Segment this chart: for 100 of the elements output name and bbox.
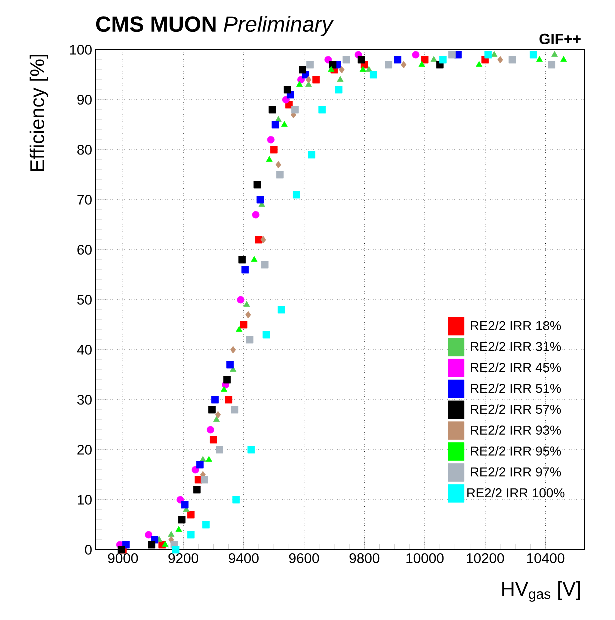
point [181,501,189,509]
point [312,76,320,84]
point [292,106,299,114]
point [508,56,516,64]
point [306,76,312,84]
point [358,56,366,64]
point [260,236,266,244]
chart-title: CMS MUON Preliminary [96,16,334,36]
point [548,61,556,69]
point [270,146,278,154]
point [252,211,260,219]
point [394,56,402,64]
point [207,426,214,434]
point [276,161,282,169]
point [335,86,343,94]
point [552,51,558,57]
point [272,121,280,129]
y-tick-label: 20 [78,445,92,455]
point [282,96,290,104]
point [162,541,169,547]
point [484,51,492,59]
point [308,151,316,159]
point [430,56,438,62]
legend-label: RE2/2 IRR 57% [471,404,562,414]
x-tick-label: 9800 [350,554,380,564]
point [366,66,372,72]
x-tick-label: 9400 [229,554,259,564]
point [200,476,208,484]
point [370,71,378,79]
point [216,446,224,454]
point [172,546,180,554]
point [221,386,228,392]
point [237,296,245,304]
y-tick-label: 60 [78,245,92,255]
legend-label: RE2/2 IRR 100% [468,488,565,498]
point [202,521,210,529]
y-tick-label: 80 [78,145,92,155]
legend-label: RE2/2 IRR 45% [471,362,562,372]
text: GIF++ [540,34,581,44]
point [268,106,276,114]
point [215,411,222,419]
y-tick-label: 10 [78,495,92,505]
x-tick-label: 10000 [406,554,444,564]
y-tick-label: 30 [77,395,92,405]
point [491,51,498,57]
point [176,526,182,532]
point [530,51,538,59]
point [318,106,326,114]
point [448,51,456,59]
legend-label: RE2/2 IRR 18% [471,320,562,330]
point [187,531,195,539]
point [262,331,270,339]
point [206,456,212,462]
y-tick-label: 0 [85,545,92,555]
y-axis-title: Efficiency [%] [30,54,48,172]
point [254,181,262,189]
point [536,56,543,62]
x-axis-title: HV$_{gas}$ [V] [502,582,580,602]
point [224,376,232,384]
point [439,56,447,64]
point [178,516,186,524]
point [401,61,407,69]
point [208,406,216,414]
point [278,306,286,314]
point [238,256,246,264]
point [560,56,568,62]
point [328,66,335,72]
legend-label: RE2/2 IRR 97% [471,467,562,477]
legend-label: RE2/2 IRR 31% [471,342,562,352]
x-tick-label: 10400 [527,554,565,564]
point [284,86,292,94]
x-tick-label: 9000 [108,554,138,564]
point [236,326,243,332]
x-tick-label: 10200 [467,554,504,564]
point [244,301,250,307]
point [342,56,350,64]
point [148,541,156,549]
point [337,76,344,82]
point [240,321,248,329]
y-tick-label: 100 [70,45,92,55]
point [232,496,240,504]
point [248,446,256,454]
point [251,256,258,262]
point [242,266,250,274]
point [256,196,264,204]
legend-label: RE2/2 IRR 51% [471,384,562,394]
y-tick-label: 50 [78,295,92,305]
point [296,81,303,87]
point [212,396,219,404]
y-tick-label: 40 [77,345,92,355]
point [299,66,306,74]
point [192,466,200,474]
point [421,56,429,64]
y-tick-label: 70 [78,195,92,205]
legend-label: RE2/2 IRR 95% [471,446,562,456]
point [226,361,234,369]
x-tick-label: 9200 [168,554,199,564]
point [339,66,345,74]
point [187,511,195,519]
point [498,56,504,64]
